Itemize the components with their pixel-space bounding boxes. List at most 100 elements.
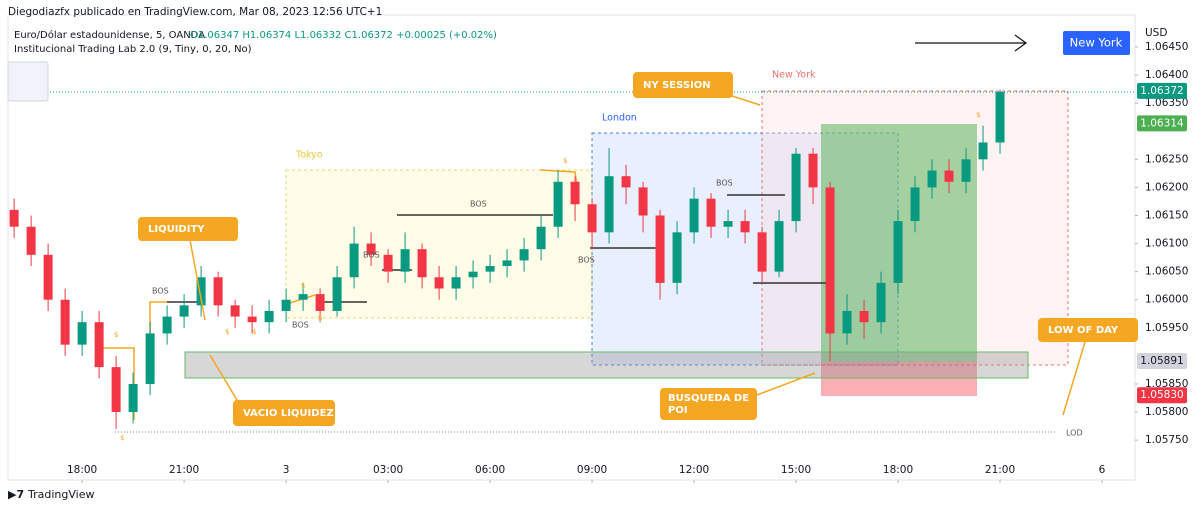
signal-label: $	[563, 157, 567, 165]
indicator: Institucional Trading Lab 2.0 (9, Tiny, …	[14, 44, 252, 55]
candle-body	[315, 294, 325, 311]
candle-body	[536, 226, 546, 250]
y-tick-label: 1.06350	[1145, 97, 1188, 109]
button-label[interactable]: New York	[1070, 36, 1123, 50]
price-tag	[1137, 387, 1187, 404]
newyork-button[interactable]	[1063, 31, 1130, 55]
callout-pointer	[189, 239, 206, 321]
candle-body	[808, 153, 818, 188]
candle-body	[400, 249, 410, 272]
x-tick-label: 21:00	[169, 464, 199, 476]
candle-body	[638, 187, 648, 216]
signal-label: $	[318, 314, 322, 322]
x-tick-label: 21:00	[985, 464, 1015, 476]
candle-body	[927, 170, 937, 188]
candle-body	[179, 305, 189, 317]
y-tick-label: 1.06150	[1145, 209, 1188, 221]
candle-body	[468, 271, 478, 278]
candle-body	[944, 170, 954, 182]
candle-body	[366, 243, 376, 255]
signal-line	[539, 169, 578, 186]
bos-label: BOS	[292, 321, 309, 330]
tv-logo: ▶7	[8, 488, 24, 501]
candle-body	[621, 176, 631, 188]
x-tick-label: 18:00	[883, 464, 913, 476]
quote: O1.06347 H1.06374 L1.06332 C1.06372 +0.0…	[190, 30, 497, 41]
candle-body	[825, 187, 835, 334]
long-stop	[821, 362, 977, 396]
signal-label: $	[252, 328, 256, 336]
publisher: Diegodiazfx publicado en TradingView.com…	[8, 6, 382, 18]
candle-body	[145, 333, 155, 384]
callout-text: LIQUIDITY	[148, 224, 205, 235]
footer: TradingView	[27, 488, 94, 501]
x-tick-label: 6	[1099, 464, 1106, 476]
candle-body	[774, 221, 784, 272]
signal-label: $	[301, 282, 305, 290]
candle-body	[485, 266, 495, 272]
x-tick-label: 06:00	[475, 464, 505, 476]
candle-body	[434, 277, 444, 289]
signal-label: $	[976, 111, 980, 119]
candle-body	[9, 209, 19, 227]
candle-body	[995, 91, 1005, 143]
candle-body	[842, 310, 852, 334]
candle-body	[247, 316, 257, 323]
callout-text: BUSQUEDA DE POI	[668, 393, 749, 416]
y-tick-label: 1.05950	[1145, 322, 1188, 334]
candle-body	[451, 277, 461, 289]
candle-body	[672, 232, 682, 283]
callout-box	[633, 72, 733, 98]
bos-label: BOS	[152, 287, 169, 296]
candle-body	[655, 215, 665, 283]
x-tick-label: 18:00	[67, 464, 97, 476]
callout-text: LOW OF DAY	[1048, 325, 1119, 336]
price-tag-label: 1.05891	[1140, 355, 1183, 367]
candle-body	[60, 299, 70, 345]
candle-body	[77, 322, 87, 345]
callout-box	[1038, 318, 1138, 342]
x-tick-label: 15:00	[781, 464, 811, 476]
y-tick-label: 1.06000	[1145, 294, 1188, 306]
liquidity-gap	[184, 351, 1029, 379]
candle-body	[961, 159, 971, 182]
y-tick-label: 1.06250	[1145, 153, 1188, 165]
candle-body	[876, 282, 886, 323]
session-label: Tokyo	[295, 150, 323, 161]
candle-body	[26, 226, 36, 255]
session-label: New York	[772, 70, 816, 81]
candle-body	[570, 181, 580, 205]
price-tag	[1137, 82, 1187, 99]
candle-body	[230, 305, 240, 317]
y-tick-label: 1.05850	[1145, 378, 1188, 390]
candle-body	[604, 176, 614, 233]
candle-body	[791, 153, 801, 222]
session-label: London	[602, 113, 637, 124]
signal-label: $	[225, 328, 229, 336]
toolbar-toggle[interactable]	[7, 61, 49, 102]
price-tag-label: 1.05830	[1140, 389, 1183, 401]
price-tag	[1137, 115, 1187, 132]
candle-body	[519, 249, 529, 261]
candle-body	[213, 277, 223, 306]
signal-label: $	[120, 434, 124, 442]
callout-line: POI	[668, 405, 688, 416]
callout-box	[233, 400, 335, 426]
candle-body	[689, 198, 699, 233]
callout-pointer	[756, 372, 816, 396]
bos-label: BOS	[470, 200, 487, 209]
callout-text: NY SESSION	[643, 80, 711, 91]
y-tick-label: 1.06200	[1145, 181, 1188, 193]
candle-body	[349, 243, 359, 278]
candle-body	[417, 249, 427, 278]
x-tick-label: 3	[283, 464, 290, 476]
candle-body	[196, 277, 206, 306]
bos-label: BOS	[578, 256, 595, 265]
candle-body	[740, 221, 750, 233]
candles	[9, 89, 1005, 429]
candle-body	[298, 294, 308, 300]
candle-body	[978, 142, 988, 160]
x-tick-label: 12:00	[679, 464, 709, 476]
price-tag-label: 1.06372	[1140, 85, 1183, 97]
